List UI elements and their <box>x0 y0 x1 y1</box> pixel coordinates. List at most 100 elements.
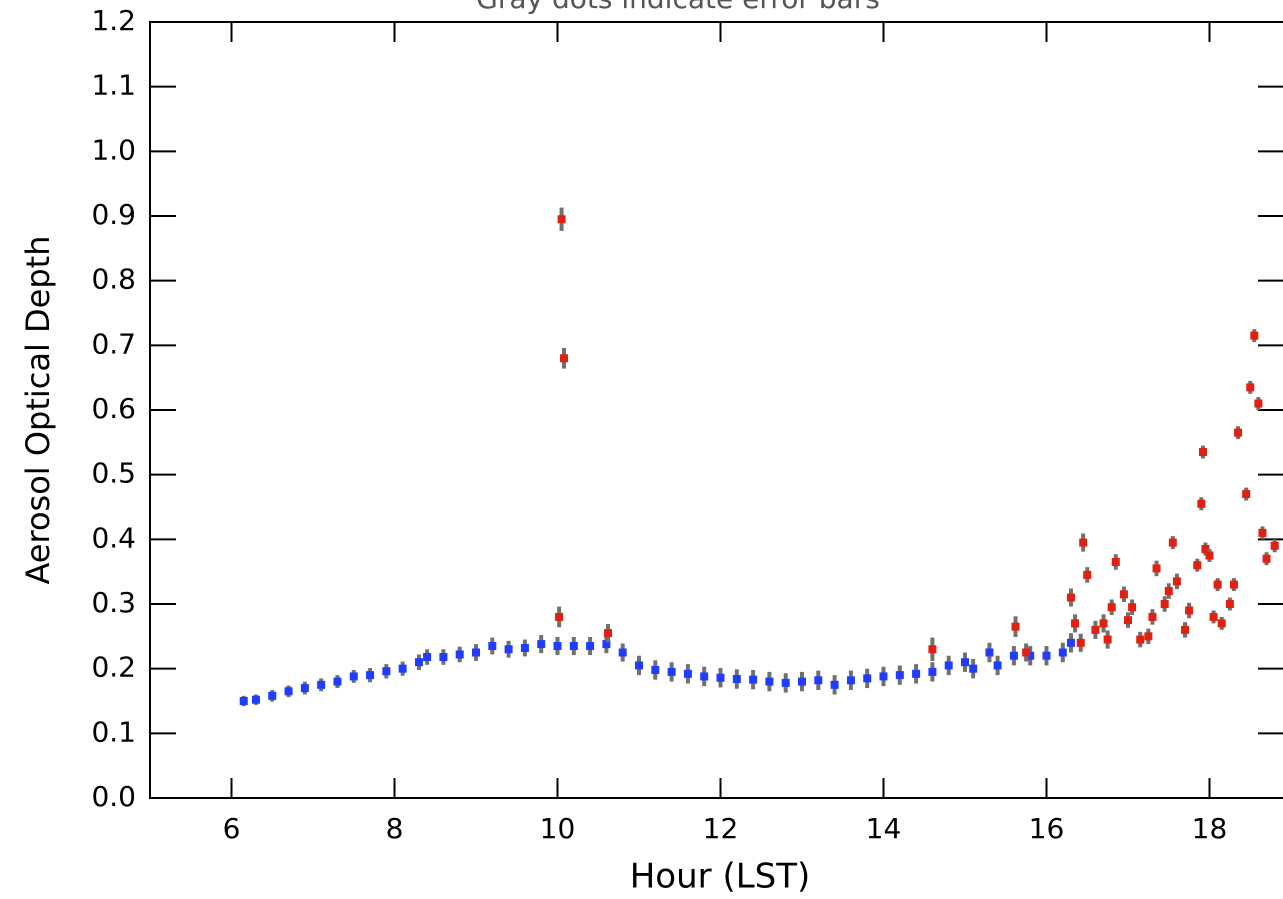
data-point <box>537 640 546 649</box>
data-point <box>651 665 660 674</box>
data-point <box>1246 383 1255 392</box>
data-point <box>284 687 293 696</box>
data-point <box>732 675 741 684</box>
data-point <box>333 677 342 686</box>
data-point <box>1058 648 1067 657</box>
x-tick-label: 16 <box>1029 812 1065 845</box>
data-point <box>555 612 564 621</box>
data-point <box>700 672 709 681</box>
data-point <box>765 677 774 686</box>
data-point <box>317 680 326 689</box>
x-tick-label: 14 <box>866 812 902 845</box>
data-point <box>1148 612 1157 621</box>
data-point <box>300 684 309 693</box>
y-tick-label: 0.8 <box>91 263 136 296</box>
data-point <box>1076 638 1085 647</box>
data-point <box>1042 651 1051 660</box>
x-tick-label: 8 <box>386 812 404 845</box>
data-point <box>604 629 613 638</box>
data-point <box>1091 625 1100 634</box>
data-point <box>1083 570 1092 579</box>
data-point <box>586 642 595 651</box>
data-point <box>635 661 643 670</box>
data-point <box>1217 619 1226 628</box>
y-tick-label: 0.1 <box>91 715 136 748</box>
data-point <box>1111 557 1120 566</box>
y-tick-label: 0.4 <box>91 521 136 554</box>
data-point <box>1099 619 1108 628</box>
data-point <box>993 661 1002 670</box>
data-point <box>602 640 611 649</box>
data-point <box>557 215 566 224</box>
data-point <box>553 642 562 651</box>
data-point <box>1107 603 1116 612</box>
data-point <box>716 673 725 682</box>
data-point <box>504 645 513 654</box>
data-point <box>1009 651 1018 660</box>
data-point <box>749 675 758 684</box>
data-point <box>1181 625 1190 634</box>
x-tick-label: 10 <box>540 812 576 845</box>
data-point <box>1136 635 1145 644</box>
data-point <box>1103 635 1112 644</box>
data-point <box>455 650 464 659</box>
data-point <box>1071 619 1080 628</box>
data-point <box>781 678 790 687</box>
y-tick-label: 1.0 <box>91 133 136 166</box>
data-point <box>349 672 358 681</box>
y-tick-label: 1.2 <box>91 4 136 37</box>
data-point <box>414 658 423 667</box>
data-point <box>1234 428 1243 437</box>
data-point <box>1193 561 1202 570</box>
data-point <box>488 642 497 651</box>
data-point <box>366 671 375 680</box>
data-point <box>1128 603 1137 612</box>
data-point <box>912 669 921 678</box>
data-point <box>798 677 806 686</box>
data-point <box>1168 538 1177 547</box>
data-point <box>1209 612 1218 621</box>
data-point <box>1198 448 1207 457</box>
y-tick-label: 1.1 <box>91 69 136 102</box>
data-point <box>1225 600 1234 608</box>
data-point <box>1262 554 1271 563</box>
chart-title: Gray dots indicate error bars <box>476 0 880 15</box>
data-point <box>1152 564 1161 573</box>
data-point <box>1119 590 1128 599</box>
data-point <box>1144 632 1153 641</box>
data-point <box>1201 545 1210 554</box>
data-point <box>1270 541 1279 550</box>
data-point <box>239 697 248 705</box>
data-point <box>1185 606 1194 615</box>
data-point <box>1229 580 1238 589</box>
data-point <box>928 667 937 676</box>
data-point <box>1124 616 1132 625</box>
data-point <box>1066 593 1075 602</box>
data-point <box>1026 651 1035 660</box>
data-point <box>520 643 529 652</box>
x-axis-label: Hour (LST) <box>630 857 811 897</box>
data-point <box>439 653 448 662</box>
data-point <box>1011 622 1020 631</box>
data-point <box>618 648 627 657</box>
data-point <box>569 642 578 651</box>
data-point <box>683 669 692 678</box>
x-tick-label: 6 <box>223 812 241 845</box>
data-point <box>1066 638 1075 647</box>
y-tick-label: 0.5 <box>91 457 136 490</box>
data-point <box>830 680 839 689</box>
data-point <box>985 648 994 657</box>
data-point <box>423 653 432 662</box>
data-point <box>1213 580 1222 589</box>
data-point <box>895 671 904 680</box>
data-point <box>667 667 676 676</box>
data-point <box>1250 331 1259 340</box>
data-point <box>1164 587 1173 596</box>
data-point <box>846 676 855 685</box>
y-tick-label: 0.0 <box>91 780 136 813</box>
y-tick-label: 0.2 <box>91 651 136 684</box>
data-point <box>944 661 953 670</box>
data-point <box>1079 538 1088 547</box>
